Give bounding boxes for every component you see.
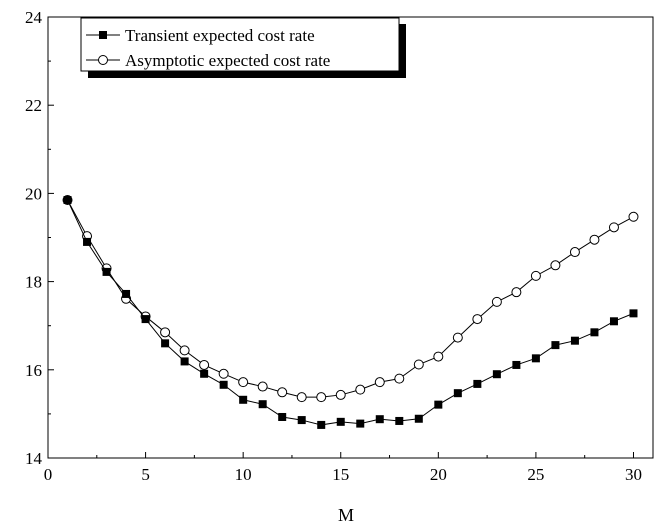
legend-box — [80, 17, 400, 72]
data-point-transient — [512, 360, 521, 369]
data-point-transient — [551, 341, 560, 350]
data-point-asymptotic — [569, 247, 580, 258]
y-tick-label: 16 — [25, 361, 42, 380]
series-transient — [63, 196, 638, 429]
data-point-asymptotic — [335, 389, 346, 400]
x-axis-title: M — [338, 505, 354, 525]
plot-series — [62, 195, 639, 429]
data-point-asymptotic — [277, 387, 288, 398]
series-asymptotic — [62, 195, 639, 403]
data-point-transient — [200, 369, 209, 378]
data-point-transient — [375, 415, 384, 424]
data-point-asymptotic — [199, 359, 210, 370]
data-point-asymptotic — [374, 377, 385, 388]
data-point-transient — [492, 370, 501, 379]
data-point-transient — [570, 336, 579, 345]
data-point-transient — [258, 400, 267, 409]
data-point-transient — [590, 328, 599, 337]
data-point-overlap — [63, 195, 73, 205]
data-point-transient — [102, 267, 111, 276]
y-tick-label: 24 — [25, 8, 43, 27]
data-point-transient — [239, 395, 248, 404]
x-tick-label: 5 — [141, 465, 150, 484]
series-line-transient — [67, 199, 634, 426]
data-point-asymptotic — [472, 314, 483, 325]
data-point-asymptotic — [316, 392, 327, 403]
y-tick-label: 20 — [25, 184, 42, 203]
legend: Transient expected cost rate Asymptotic … — [80, 17, 406, 78]
data-point-transient — [336, 417, 345, 426]
data-point-transient — [434, 400, 443, 409]
data-point-transient — [297, 416, 306, 425]
y-tick-label: 18 — [25, 273, 42, 292]
data-point-asymptotic — [218, 368, 229, 379]
legend-label-asymptotic: Asymptotic expected cost rate — [125, 51, 330, 70]
x-tick-label: 0 — [44, 465, 53, 484]
data-point-transient — [531, 354, 540, 363]
data-point-asymptotic — [355, 384, 366, 395]
data-point-transient — [278, 412, 287, 421]
data-point-asymptotic — [257, 381, 268, 392]
data-point-asymptotic — [413, 359, 424, 370]
x-tick-label: 25 — [527, 465, 544, 484]
data-point-transient — [161, 339, 170, 348]
data-point-transient — [356, 419, 365, 428]
data-point-transient — [629, 309, 638, 318]
data-point-asymptotic — [433, 351, 444, 362]
x-tick-label: 10 — [235, 465, 252, 484]
data-point-asymptotic — [238, 377, 249, 388]
data-point-asymptotic — [589, 234, 600, 245]
data-point-asymptotic — [179, 345, 190, 356]
x-tick-label: 30 — [625, 465, 642, 484]
x-tick-label: 15 — [332, 465, 349, 484]
legend-label-transient: Transient expected cost rate — [125, 26, 315, 45]
axes: 0 5 10 15 20 25 30 14 16 18 20 22 24 — [25, 8, 654, 484]
data-point-asymptotic — [550, 260, 561, 271]
x-tick-label: 20 — [430, 465, 447, 484]
data-point-asymptotic — [394, 373, 405, 384]
data-point-asymptotic — [452, 332, 463, 343]
data-point-asymptotic — [628, 211, 639, 222]
data-point-asymptotic — [530, 270, 541, 281]
data-point-asymptotic — [160, 327, 171, 338]
data-point-transient — [453, 389, 462, 398]
data-point-asymptotic — [511, 287, 522, 298]
data-point-transient — [180, 357, 189, 366]
data-point-transient — [122, 289, 131, 298]
data-point-transient — [141, 315, 150, 324]
series-line-asymptotic — [67, 199, 634, 398]
data-point-asymptotic — [296, 392, 307, 403]
data-point-transient — [609, 317, 618, 326]
legend-marker-asymptotic — [98, 55, 108, 65]
data-point-transient — [317, 420, 326, 429]
data-point-transient — [83, 237, 92, 246]
data-point-transient — [219, 380, 228, 389]
data-point-transient — [414, 414, 423, 423]
y-tick-label: 22 — [25, 96, 42, 115]
data-point-asymptotic — [608, 222, 619, 233]
data-point-transient — [395, 416, 404, 425]
legend-marker-transient — [99, 31, 107, 39]
data-point-transient — [473, 379, 482, 388]
y-tick-label: 14 — [25, 449, 43, 468]
data-point-asymptotic — [491, 296, 502, 307]
